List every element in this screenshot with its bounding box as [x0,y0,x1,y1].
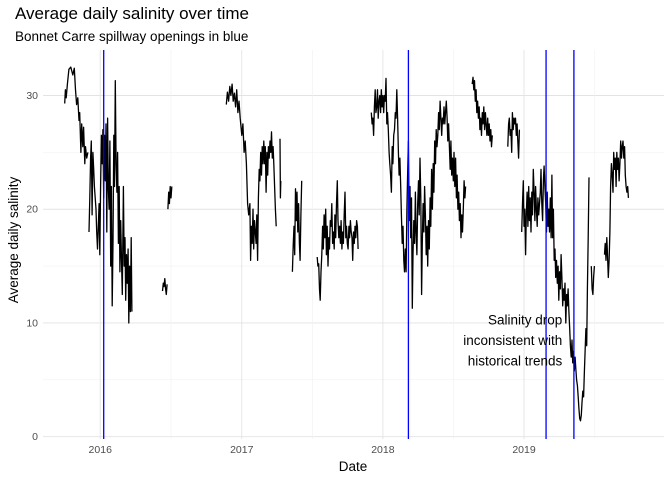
salinity-line-segment [316,180,359,301]
salinity-line-segment [279,138,282,199]
y-tick-label: 0 [32,431,38,443]
spillway-opening-lines [103,50,575,439]
x-tick-label: 2017 [230,444,254,456]
y-tick-label: 10 [26,317,38,329]
salinity-line-segment [88,80,133,324]
salinity-line-segment [507,111,521,159]
annotation-text: Salinity drop inconsistent with historical… [463,313,562,369]
x-tick-label: 2019 [512,444,536,456]
salinity-line-segment [590,266,596,296]
salinity-line-segment [225,83,277,262]
salinity-line-segment [291,180,303,272]
salinity-line-segment [603,140,630,279]
chart-subtitle: Bonnet Carre spillway openings in blue [15,29,249,44]
y-tick-label: 30 [26,90,38,102]
chart-title: Average daily salinity over time [15,4,250,23]
salinity-line-segment [64,66,89,165]
y-tick-label: 20 [26,204,38,216]
salinity-line-segment [521,165,590,422]
salinity-line-segment [167,185,173,210]
y-axis-title: Average daily salinity [6,176,21,303]
annotation-line: Salinity drop [488,313,562,328]
salinity-series [64,66,630,422]
annotation-line: inconsistent with [463,333,562,348]
x-tick-label: 2018 [371,444,395,456]
annotation-line: historical trends [468,354,563,369]
x-tick-label: 2016 [89,444,113,456]
salinity-line-segment [161,277,168,296]
salinity-line-segment [471,76,493,148]
x-axis-ticks: 2016 2017 2018 2019 [89,444,536,456]
x-axis-title: Date [339,459,368,474]
y-axis-ticks: 0 10 20 30 [26,90,38,443]
gridlines [43,50,664,439]
salinity-line-segment [370,77,467,309]
